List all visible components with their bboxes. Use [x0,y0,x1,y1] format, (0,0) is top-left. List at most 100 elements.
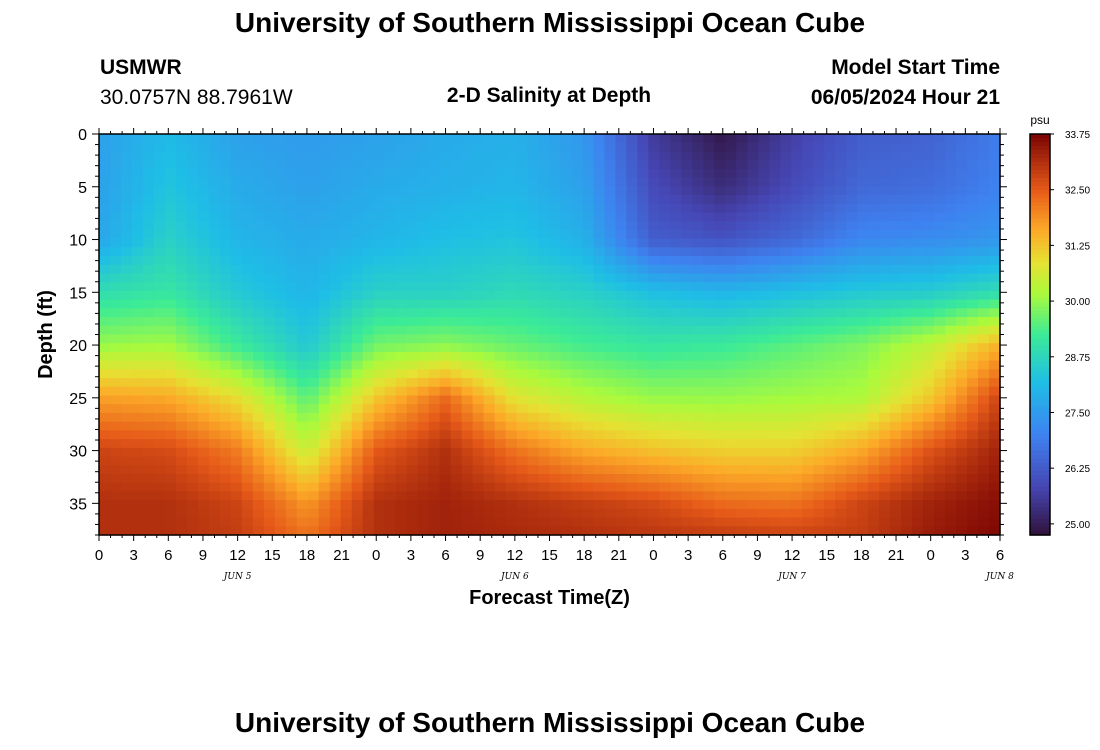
heatmap-cell [681,186,693,196]
heatmap-cell [153,500,166,510]
heatmap-cell [505,526,518,536]
heatmap-cell [725,256,737,266]
heatmap-cell [505,430,518,440]
heatmap-cell [780,421,792,431]
heatmap-cell [714,508,726,519]
heatmap-cell [164,290,177,301]
heatmap-cell [780,195,792,205]
heatmap-cell [758,247,770,257]
heatmap-cell [857,465,869,475]
heatmap-cell [923,351,935,362]
heatmap-cell [384,386,397,397]
heatmap-cell [571,456,584,466]
heatmap-cell [549,395,562,405]
heatmap-cell [109,186,122,196]
heatmap-cell [637,430,649,440]
heatmap-cell [384,195,397,205]
heatmap-cell [692,395,704,405]
heatmap-cell [439,404,452,414]
heatmap-cell [186,395,199,405]
heatmap-cell [747,238,759,248]
heatmap-cell [516,195,529,205]
heatmap-cell [274,491,287,501]
heatmap-cell [956,195,968,205]
heatmap-cell [846,229,858,240]
heatmap-cell [813,500,825,510]
heatmap-cell [274,412,287,423]
heatmap-cell [857,517,869,527]
heatmap-cell [472,412,485,423]
heatmap-cell [736,212,748,222]
heatmap-cell [175,134,188,144]
heatmap-cell [164,325,177,336]
heatmap-cell [637,491,649,501]
colorbar-segment [1030,354,1050,360]
heatmap-cell [285,491,298,501]
heatmap-cell [901,334,913,344]
heatmap-cell [439,456,452,466]
heatmap-cell [439,500,452,510]
heatmap-cell [230,395,243,405]
heatmap-cell [296,317,309,327]
heatmap-cell [780,168,792,179]
heatmap-cell [846,273,858,283]
heatmap-cell [989,221,1001,231]
heatmap-cell [879,412,891,423]
heatmap-cell [571,290,584,301]
heatmap-cell [99,395,111,405]
heatmap-cell [351,500,364,510]
heatmap-cell [890,334,902,344]
heatmap-cell [142,508,155,519]
heatmap-cell [329,378,342,388]
heatmap-cell [439,447,452,458]
heatmap-cell [989,142,1001,153]
heatmap-cell [670,238,682,248]
heatmap-cell [505,160,518,170]
heatmap-cell [252,500,265,510]
heatmap-cell [142,360,155,370]
heatmap-cell [461,473,474,484]
heatmap-cell [648,282,660,292]
heatmap-cell [186,299,199,309]
heatmap-cell [593,151,606,161]
heatmap-cell [527,473,540,484]
heatmap-cell [945,517,957,527]
heatmap-cell [879,247,891,257]
heatmap-cell [274,386,287,397]
heatmap-cell [846,282,858,292]
heatmap-cell [626,412,638,423]
heatmap-cell [428,212,441,222]
heatmap-cell [813,465,825,475]
heatmap-cell [296,517,309,527]
heatmap-cell [582,221,595,231]
heatmap-cell [406,195,419,205]
heatmap-cell [186,465,199,475]
heatmap-cell [725,439,737,449]
heatmap-cell [428,264,441,275]
heatmap-cell [208,412,221,423]
heatmap-cell [923,517,935,527]
heatmap-cell [857,334,869,344]
heatmap-cell [725,151,737,161]
heatmap-cell [835,203,847,214]
heatmap-cell [956,430,968,440]
heatmap-cell [494,186,507,196]
heatmap-cell [208,238,221,248]
heatmap-cell [252,351,265,362]
heatmap-cell [890,134,902,144]
colorbar-segment [1030,150,1050,155]
heatmap-cell [626,168,638,179]
heatmap-cell [945,447,957,458]
heatmap-cell [461,378,474,388]
heatmap-cell [175,212,188,222]
colorbar-segment [1030,298,1050,304]
heatmap-cell [516,238,529,248]
heatmap-cell [99,247,111,257]
heatmap-cell [241,299,254,309]
heatmap-cell [923,168,935,179]
heatmap-cell [428,325,441,336]
heatmap-cell [835,378,847,388]
heatmap-cell [802,412,814,423]
heatmap-cell [241,430,254,440]
heatmap-cell [582,421,595,431]
